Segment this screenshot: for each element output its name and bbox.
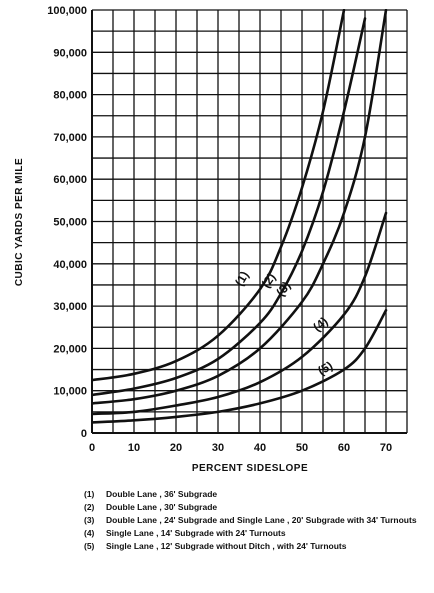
curve-label: (5) [315,359,335,378]
y-tick-label: 70,000 [53,132,87,144]
y-tick-label: 40,000 [53,259,87,271]
y-tick-label: 100,000 [47,5,87,17]
legend-text: Single Lane , 14' Subgrade with 24' Turn… [106,528,286,538]
legend-text: Single Lane , 12' Subgrade without Ditch… [106,541,347,551]
grid [91,9,408,434]
series-line [92,211,388,416]
series-line [92,309,388,424]
legend-text: Double Lane , 36' Subgrade [106,489,218,499]
x-tick-label: 70 [380,442,392,454]
legend-item: (3) Double Lane , 24' Subgrade and Singl… [84,514,429,527]
series-line [92,9,388,405]
y-tick-label: 90,000 [53,47,87,59]
curve-label: (1) [232,269,251,289]
y-tick-label: 50,000 [53,217,87,229]
x-tick-label: 30 [212,442,224,454]
curve-label: (2) [259,270,279,290]
curve-labels: (1) (2)(3) (4) (5) [232,269,335,378]
legend-item: (1) Double Lane , 36' Subgrade [84,488,429,501]
y-tick-label: 60,000 [53,174,87,186]
y-tick-label: 20,000 [53,343,87,355]
legend-key: (5) [84,541,95,551]
legend-item: (5) Single Lane , 12' Subgrade without D… [84,540,429,553]
y-tick-label: 80,000 [53,90,87,102]
x-tick-label: 0 [89,442,95,454]
tick-labels: 0 10 20 30 40 50 60 70 0 10,000 20,000 30,000 40,000… [47,5,392,454]
legend-item: (4) Single Lane , 14' Subgrade with 24' … [84,527,429,540]
legend-item: (2) Double Lane , 30' Subgrade [84,501,429,514]
series-line [92,17,367,397]
x-tick-label: 10 [128,442,140,454]
y-tick-label: 30,000 [53,301,87,313]
series-line [92,9,346,382]
curves [92,9,388,424]
y-tick-label: 10,000 [53,386,87,398]
curve-label: (3) [273,279,293,299]
legend-text: Double Lane , 30' Subgrade [106,502,218,512]
legend-key: (2) [84,502,95,512]
legend-text: Double Lane , 24' Subgrade and Single La… [106,515,417,525]
x-tick-label: 40 [254,442,266,454]
legend-key: (4) [84,528,95,538]
y-axis-label: CUBIC YARDS PER MILE [14,158,25,286]
legend-key: (1) [84,489,95,499]
x-tick-label: 50 [296,442,308,454]
legend-key: (3) [84,515,95,525]
x-tick-label: 20 [170,442,182,454]
legend: (1) Double Lane , 36' Subgrade (2) Doubl… [84,488,429,553]
x-axis-label: PERCENT SIDESLOPE [192,463,308,474]
x-tick-label: 60 [338,442,350,454]
curve-label: (4) [310,314,330,334]
y-tick-label: 0 [81,428,87,440]
